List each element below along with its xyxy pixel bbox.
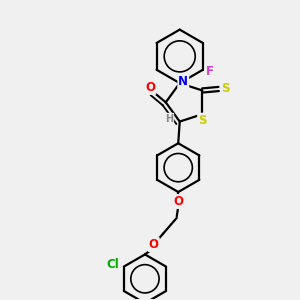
Text: O: O (145, 81, 155, 94)
Text: F: F (206, 65, 213, 78)
Text: O: O (149, 238, 159, 251)
Text: Cl: Cl (106, 258, 119, 271)
Text: S: S (198, 114, 207, 127)
Text: H: H (165, 114, 173, 124)
Text: S: S (221, 82, 230, 95)
Text: N: N (178, 75, 188, 88)
Text: O: O (173, 195, 183, 208)
